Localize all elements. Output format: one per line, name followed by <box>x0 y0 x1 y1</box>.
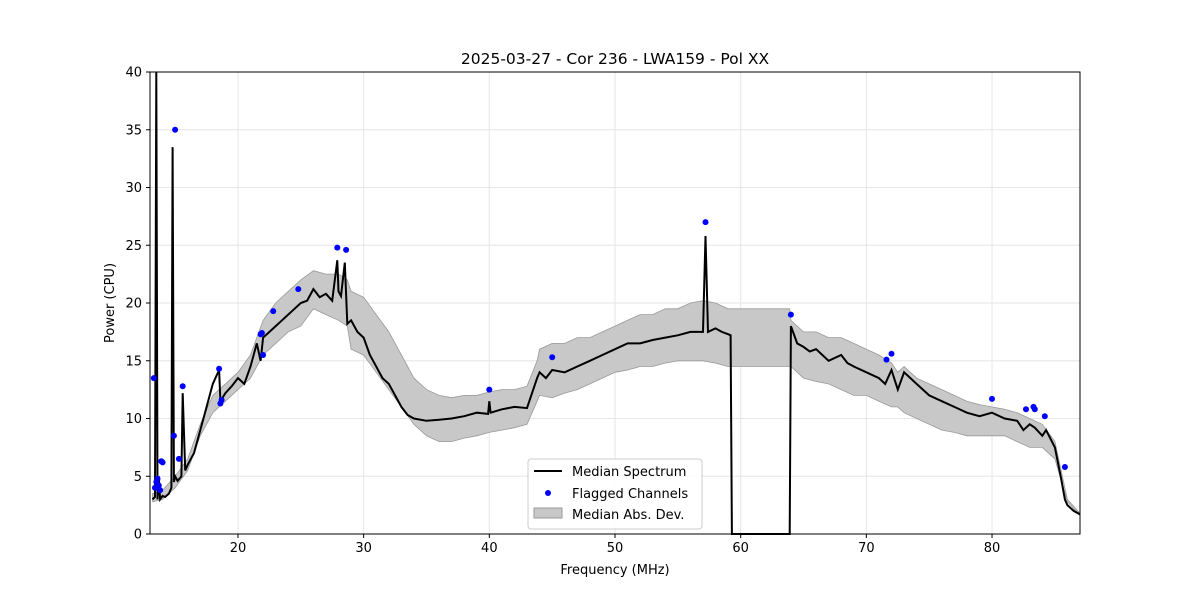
flagged-point <box>157 487 164 494</box>
y-tick-label: 25 <box>125 239 142 254</box>
x-tick-label: 60 <box>732 541 749 556</box>
flagged-point <box>270 308 277 315</box>
y-tick-label: 15 <box>125 354 142 369</box>
y-tick-label: 10 <box>125 412 142 427</box>
legend: Median Spectrum Flagged Channels Median … <box>527 458 703 530</box>
flagged-point <box>989 395 995 402</box>
flagged-point <box>218 397 225 403</box>
flagged-point <box>159 459 166 466</box>
x-axis-label: Frequency (MHz) <box>560 563 669 578</box>
flagged-point <box>170 432 177 439</box>
flagged-point <box>258 330 265 336</box>
x-ticks: 20 30 40 50 60 70 80 <box>230 534 1001 556</box>
median-spectrum-line <box>151 71 1081 535</box>
flagged-point <box>216 365 223 372</box>
flagged-point <box>702 219 709 226</box>
x-tick-label: 40 <box>481 541 498 556</box>
flagged-point <box>150 375 157 382</box>
legend-mad-label: Median Abs. Dev. <box>572 508 684 523</box>
y-tick-label: 40 <box>125 66 142 81</box>
flagged-point <box>1061 464 1068 470</box>
y-tick-label: 5 <box>134 470 142 485</box>
flagged-point <box>486 386 493 393</box>
flagged-point <box>334 244 341 251</box>
y-tick-label: 30 <box>125 181 142 196</box>
flagged-point <box>155 482 162 489</box>
x-tick-label: 30 <box>355 541 372 556</box>
flagged-point <box>175 455 182 462</box>
legend-flagged-swatch <box>545 490 551 496</box>
flagged-point <box>172 126 179 133</box>
y-tick-label: 0 <box>134 528 142 543</box>
flagged-point <box>179 383 186 390</box>
x-tick-label: 70 <box>858 541 875 556</box>
y-tick-label: 35 <box>125 123 142 138</box>
flagged-point <box>1031 406 1038 413</box>
y-tick-label: 20 <box>125 297 142 312</box>
y-ticks: 0 5 10 15 20 25 30 35 40 <box>125 66 150 543</box>
flagged-layer <box>150 126 1068 494</box>
flagged-point <box>1023 406 1029 413</box>
median-layer <box>151 71 1081 535</box>
flagged-point <box>883 356 890 363</box>
flagged-point <box>343 246 350 253</box>
chart-title: 2025-03-27 - Cor 236 - LWA159 - Pol XX <box>461 50 770 68</box>
flagged-point <box>260 352 267 358</box>
legend-mad-swatch <box>533 507 563 519</box>
flagged-point <box>549 354 556 361</box>
flagged-point <box>787 311 794 318</box>
x-tick-label: 20 <box>230 541 247 556</box>
legend-frame <box>527 458 703 530</box>
flagged-point <box>295 286 302 293</box>
x-tick-label: 80 <box>984 541 1001 556</box>
x-tick-label: 50 <box>607 541 624 556</box>
flagged-point <box>888 350 895 357</box>
y-axis-label: Power (CPU) <box>103 263 118 343</box>
flagged-point <box>154 475 161 482</box>
flagged-point <box>1041 413 1048 420</box>
legend-median-label: Median Spectrum <box>572 465 686 480</box>
legend-flagged-label: Flagged Channels <box>572 487 688 502</box>
